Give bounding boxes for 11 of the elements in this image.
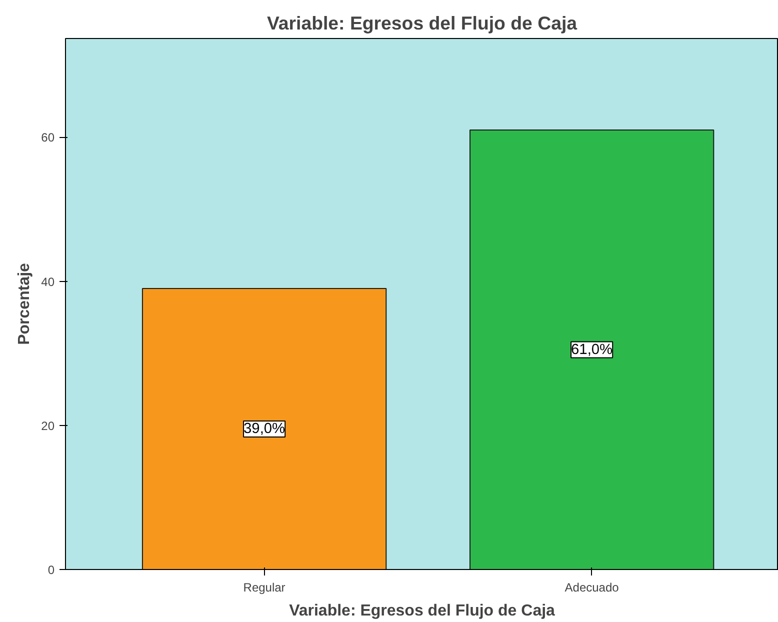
x-tick-label: Regular [243, 580, 286, 594]
chart-title: Variable: Egresos del Flujo de Caja [266, 12, 578, 34]
x-tick-label: Adecuado [564, 580, 620, 594]
data-label: 39,0% [244, 421, 286, 438]
y-tick-label: 20 [41, 418, 55, 433]
y-tick-label: 0 [48, 563, 55, 577]
y-tick-label: 60 [41, 130, 55, 145]
x-axis-title: Variable: Egresos del Flujo de Caja [289, 602, 556, 620]
y-tick-label: 40 [41, 274, 55, 289]
data-label: 61,0% [571, 342, 613, 358]
y-axis-title: Porcentaje [16, 262, 34, 345]
